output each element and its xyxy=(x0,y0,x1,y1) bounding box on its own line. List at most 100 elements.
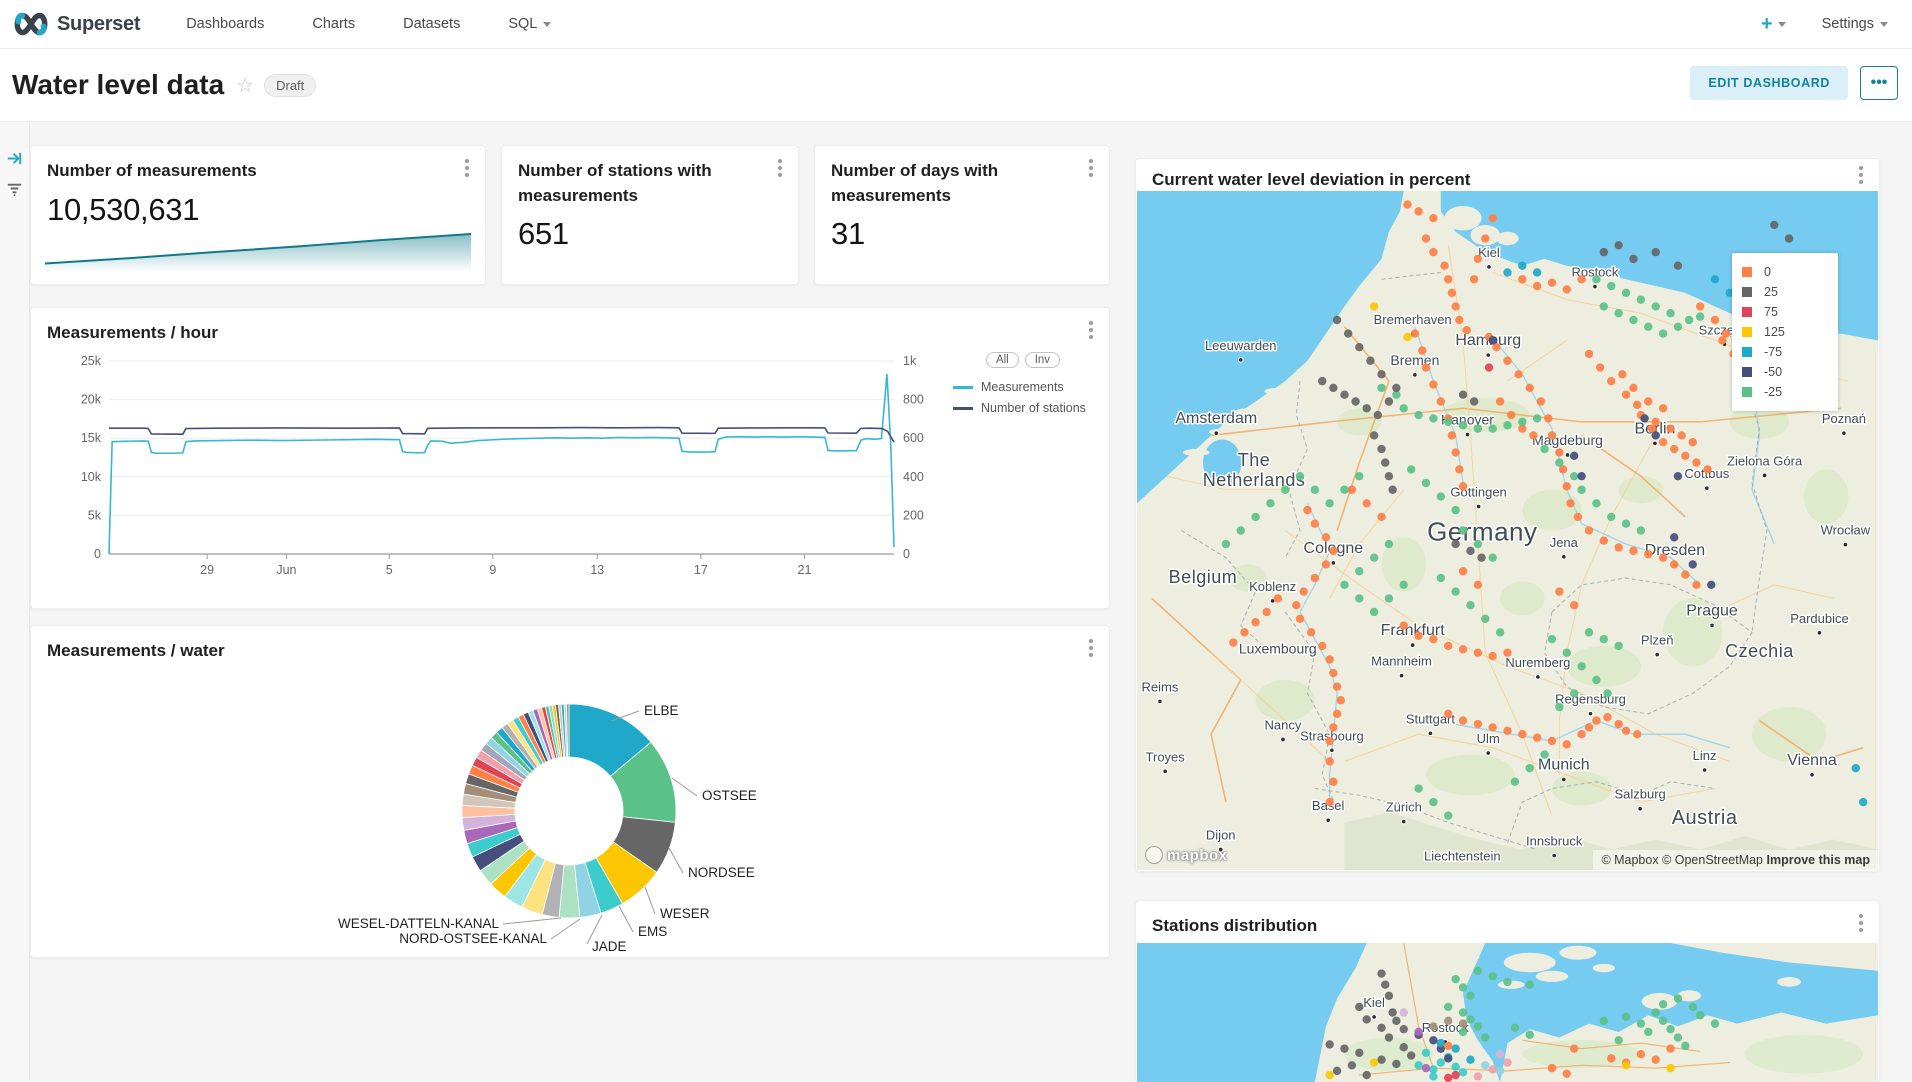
svg-text:21: 21 xyxy=(798,563,812,577)
favorite-star-icon[interactable]: ☆ xyxy=(236,73,254,98)
superset-infinity-icon xyxy=(14,12,48,36)
svg-text:29: 29 xyxy=(200,563,214,577)
svg-text:EMS: EMS xyxy=(638,924,667,939)
chart-options-button[interactable] xyxy=(1089,166,1093,170)
chart-options-button[interactable] xyxy=(465,166,469,170)
svg-text:600: 600 xyxy=(903,431,924,445)
donut-chart: ELBEOSTSEENORDSEEWESEREMSJADENORD-OSTSEE… xyxy=(31,626,1109,957)
status-badge: Draft xyxy=(264,74,316,97)
expand-filters-icon[interactable] xyxy=(5,149,24,168)
svg-text:Dresden: Dresden xyxy=(1645,542,1705,559)
filter-bar-collapsed xyxy=(0,121,30,1081)
svg-text:25k: 25k xyxy=(81,354,102,368)
svg-text:WESEL-DATTELN-KANAL: WESEL-DATTELN-KANAL xyxy=(338,916,500,931)
svg-text:20k: 20k xyxy=(81,393,102,407)
osm-attribution-link[interactable]: © OpenStreetMap xyxy=(1662,853,1763,867)
legend-item: -50 xyxy=(1742,362,1828,382)
svg-text:Koblenz: Koblenz xyxy=(1249,579,1296,594)
svg-text:Liechtenstein: Liechtenstein xyxy=(1424,848,1501,863)
improve-map-link[interactable]: Improve this map xyxy=(1767,853,1871,867)
nav-charts[interactable]: Charts xyxy=(312,16,355,32)
legend-all-button[interactable]: All xyxy=(986,352,1019,368)
mapbox-icon xyxy=(1145,846,1163,864)
svg-text:Dijon: Dijon xyxy=(1206,827,1236,842)
top-navbar: Superset Dashboards Charts Datasets SQL … xyxy=(0,0,1912,49)
chart-options-button[interactable] xyxy=(1859,921,1863,925)
edit-dashboard-button[interactable]: EDIT DASHBOARD xyxy=(1690,66,1848,100)
svg-text:Linz: Linz xyxy=(1693,748,1717,763)
svg-text:Prague: Prague xyxy=(1686,602,1738,619)
svg-text:10k: 10k xyxy=(81,470,102,484)
svg-text:Poznań: Poznań xyxy=(1822,411,1866,426)
legend-item-stations[interactable]: Number of stations xyxy=(953,401,1103,415)
svg-text:WESER: WESER xyxy=(660,906,710,921)
kpi-value: 10,530,631 xyxy=(47,192,469,228)
legend-item-measurements[interactable]: Measurements xyxy=(953,380,1103,394)
svg-text:JADE: JADE xyxy=(592,939,627,954)
chart-title: Number of stations with measurements xyxy=(502,146,798,208)
nav-sql[interactable]: SQL xyxy=(508,16,551,32)
nav-datasets[interactable]: Datasets xyxy=(403,16,460,32)
chevron-down-icon xyxy=(1880,22,1888,27)
kpi-card-stations: Number of stations with measurements 651 xyxy=(501,145,799,285)
legend-item: 125 xyxy=(1742,322,1828,342)
page-title: Water level data xyxy=(12,69,224,101)
map-attribution: © Mapbox © OpenStreetMap Improve this ma… xyxy=(1593,850,1878,870)
svg-text:Leeuwarden: Leeuwarden xyxy=(1205,338,1277,353)
kpi-card-measurements: Number of measurements 10,530,631 xyxy=(30,145,486,285)
kpi-card-days: Number of days with measurements 31 xyxy=(814,145,1110,285)
chart-options-button[interactable] xyxy=(1089,328,1093,332)
svg-text:Jena: Jena xyxy=(1550,535,1579,550)
svg-text:13: 13 xyxy=(590,563,604,577)
mapbox-logo[interactable]: mapbox xyxy=(1145,846,1228,864)
new-item-button[interactable]: + xyxy=(1761,14,1786,34)
svg-text:Reims: Reims xyxy=(1142,679,1179,694)
legend-item: 0 xyxy=(1742,262,1828,282)
svg-text:Nancy: Nancy xyxy=(1265,717,1302,732)
svg-text:400: 400 xyxy=(903,470,924,484)
svg-text:5k: 5k xyxy=(88,508,102,522)
chart-options-button[interactable] xyxy=(778,166,782,170)
svg-text:0: 0 xyxy=(94,547,101,561)
legend-item: 25 xyxy=(1742,282,1828,302)
svg-text:OSTSEE: OSTSEE xyxy=(702,788,757,803)
svg-text:Bremerhaven: Bremerhaven xyxy=(1374,312,1452,327)
mapbox-attribution-link[interactable]: © Mapbox xyxy=(1601,853,1658,867)
kpi-value: 31 xyxy=(831,216,1093,252)
svg-text:9: 9 xyxy=(489,563,496,577)
chart-legend: All Inv Measurements Number of stations xyxy=(943,352,1103,415)
svg-text:Wrocław: Wrocław xyxy=(1821,523,1871,538)
svg-text:1k: 1k xyxy=(903,354,917,368)
main-nav: Dashboards Charts Datasets SQL xyxy=(186,16,551,32)
filter-icon[interactable] xyxy=(5,179,24,198)
nav-dashboards[interactable]: Dashboards xyxy=(186,16,264,32)
brand-name: Superset xyxy=(57,13,140,36)
superset-logo[interactable]: Superset xyxy=(14,12,140,36)
svg-text:Munich: Munich xyxy=(1538,757,1590,774)
svg-text:Belgium: Belgium xyxy=(1169,567,1238,587)
svg-text:Kiel: Kiel xyxy=(1363,995,1385,1010)
settings-menu[interactable]: Settings xyxy=(1822,16,1888,32)
legend-inv-button[interactable]: Inv xyxy=(1025,352,1060,368)
chart-options-button[interactable] xyxy=(1859,173,1863,177)
svg-text:Regensburg: Regensburg xyxy=(1555,692,1626,707)
legend-item: -75 xyxy=(1742,342,1828,362)
dashboard-options-button[interactable]: ••• xyxy=(1860,66,1898,100)
svg-text:Czechia: Czechia xyxy=(1725,641,1794,661)
svg-text:5: 5 xyxy=(386,563,393,577)
svg-text:Zielona Góra: Zielona Góra xyxy=(1727,453,1803,468)
kpi-trendline xyxy=(45,230,471,272)
legend-item: 75 xyxy=(1742,302,1828,322)
svg-text:Luxembourg: Luxembourg xyxy=(1239,640,1317,656)
chevron-down-icon xyxy=(1778,22,1786,27)
chart-title: Number of measurements xyxy=(31,146,485,184)
plus-icon: + xyxy=(1761,14,1773,34)
